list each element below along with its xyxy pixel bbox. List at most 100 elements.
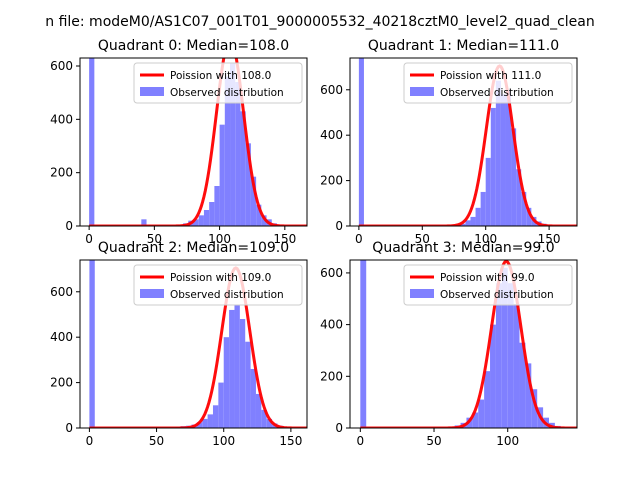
histogram-bar: [198, 215, 204, 226]
histogram-bar: [519, 342, 526, 428]
x-tick-label: 100: [212, 434, 235, 448]
x-tick-label: 0: [85, 232, 93, 246]
histogram-bar: [500, 94, 506, 226]
legend-label: Poission with 109.0: [170, 272, 271, 284]
histogram-bar: [230, 63, 236, 226]
legend-label: Observed distribution: [440, 87, 554, 99]
histogram-bar: [229, 309, 235, 428]
histogram-bar: [212, 405, 219, 428]
x-tick-label: 100: [474, 232, 497, 246]
legend-bar-swatch: [140, 87, 164, 96]
y-tick-label: 0: [335, 421, 343, 435]
histogram-bar: [495, 80, 501, 226]
histogram-bar: [495, 283, 502, 428]
y-tick-label: 400: [320, 318, 343, 332]
axes-frame: [349, 259, 578, 429]
histogram-bar: [207, 414, 213, 428]
x-tick-label: 0: [86, 434, 94, 448]
legend-frame: [403, 62, 573, 104]
subplot-title: Quadrant 0: Median=108.0: [98, 38, 289, 54]
x-tick-label: 50: [147, 232, 162, 246]
histogram-bar: [490, 324, 496, 428]
histogram-bar: [245, 341, 251, 428]
legend-label: Poission with 108.0: [170, 70, 271, 82]
poisson-line: [360, 260, 577, 428]
x-tick-label: 50: [426, 434, 441, 448]
histogram-bar: [525, 363, 532, 428]
poisson-line: [89, 266, 307, 428]
histogram-bar: [256, 204, 262, 226]
x-tick-label: 100: [208, 232, 231, 246]
legend: Poission with 109.0 Observed distribution: [133, 264, 303, 306]
histogram-bar: [261, 215, 267, 226]
histogram-bar: [516, 169, 522, 226]
histogram-bar: [484, 371, 491, 428]
subplot-0: 0 50 100 150 0 200 400 600 Quadrant 0: Median=10…: [50, 38, 308, 246]
histogram-bar: [513, 303, 520, 428]
subplot-title: Quadrant 1: Median=111.0: [368, 38, 559, 54]
histogram-bar: [465, 220, 471, 226]
x-tick-label: 150: [279, 434, 302, 448]
axes-frame: [349, 57, 578, 227]
poisson-line: [358, 64, 577, 226]
subplot-title: Quadrant 3: Median=99.0: [372, 240, 554, 256]
histogram-bar: [235, 82, 241, 226]
histogram-bar: [89, 260, 95, 428]
y-tick-label: 600: [320, 266, 343, 280]
histogram-bar: [511, 128, 517, 226]
plot-area: [89, 260, 307, 428]
y-tick-label: 600: [320, 83, 343, 97]
x-tick-label: 150: [538, 232, 561, 246]
legend-bar-swatch: [410, 289, 434, 298]
histogram-bar: [521, 191, 527, 226]
histogram-bar: [478, 399, 485, 428]
y-tick-label: 600: [50, 285, 73, 299]
x-tick-label: 50: [149, 434, 164, 448]
histogram-bar: [460, 223, 466, 226]
legend-frame: [133, 62, 303, 104]
histogram-bar: [239, 319, 246, 428]
histogram-bar: [505, 89, 512, 226]
histogram-bar: [531, 389, 538, 428]
histogram-bar: [266, 418, 273, 428]
histogram-bar: [261, 409, 267, 428]
y-tick-label: 0: [65, 421, 73, 435]
legend-frame: [133, 264, 303, 306]
subplot-2: 0 50 100 150 0 200 400 600 Quadrant 2: Median=10…: [50, 240, 308, 448]
plot-area: [358, 58, 577, 226]
y-tick-label: 400: [320, 128, 343, 142]
histogram-bar: [360, 260, 367, 428]
histogram-bar: [196, 422, 203, 428]
histogram-bar: [240, 111, 246, 226]
legend-bar-swatch: [410, 87, 434, 96]
y-tick-label: 200: [320, 369, 343, 383]
histogram-bar: [472, 412, 479, 428]
y-tick-label: 400: [50, 112, 73, 126]
subplot-3: 0 50 100 0 200 400 600 Quadrant 3: Median=99.0 P…: [320, 240, 578, 448]
legend-label: Observed distribution: [440, 289, 554, 301]
y-tick-label: 400: [50, 330, 73, 344]
y-tick-label: 200: [50, 376, 73, 390]
histogram-bar: [234, 305, 240, 428]
histogram-bar: [223, 337, 230, 428]
axes-frame: [79, 57, 308, 227]
subplot-grid: 0 50 100 150 0 200 400 600 Quadrant 0: Median=10…: [50, 38, 578, 448]
histogram-bar: [209, 202, 215, 226]
histogram-bar: [218, 382, 224, 428]
histogram-bar: [250, 176, 257, 226]
y-tick-label: 0: [335, 219, 343, 233]
legend-label: Poission with 111.0: [440, 70, 541, 82]
histogram-bar: [526, 207, 532, 226]
histogram-bar: [89, 58, 95, 226]
legend-label: Observed distribution: [170, 289, 284, 301]
histogram-bar: [214, 186, 220, 226]
histogram-bar: [485, 157, 491, 226]
y-tick-label: 0: [65, 219, 73, 233]
legend-bar-swatch: [140, 289, 164, 298]
x-tick-label: 100: [496, 434, 519, 448]
plot-area: [89, 58, 307, 226]
histogram-bar: [203, 210, 210, 226]
legend-label: Poission with 99.0: [440, 272, 535, 284]
subplot-title: Quadrant 2: Median=109.0: [98, 240, 289, 256]
